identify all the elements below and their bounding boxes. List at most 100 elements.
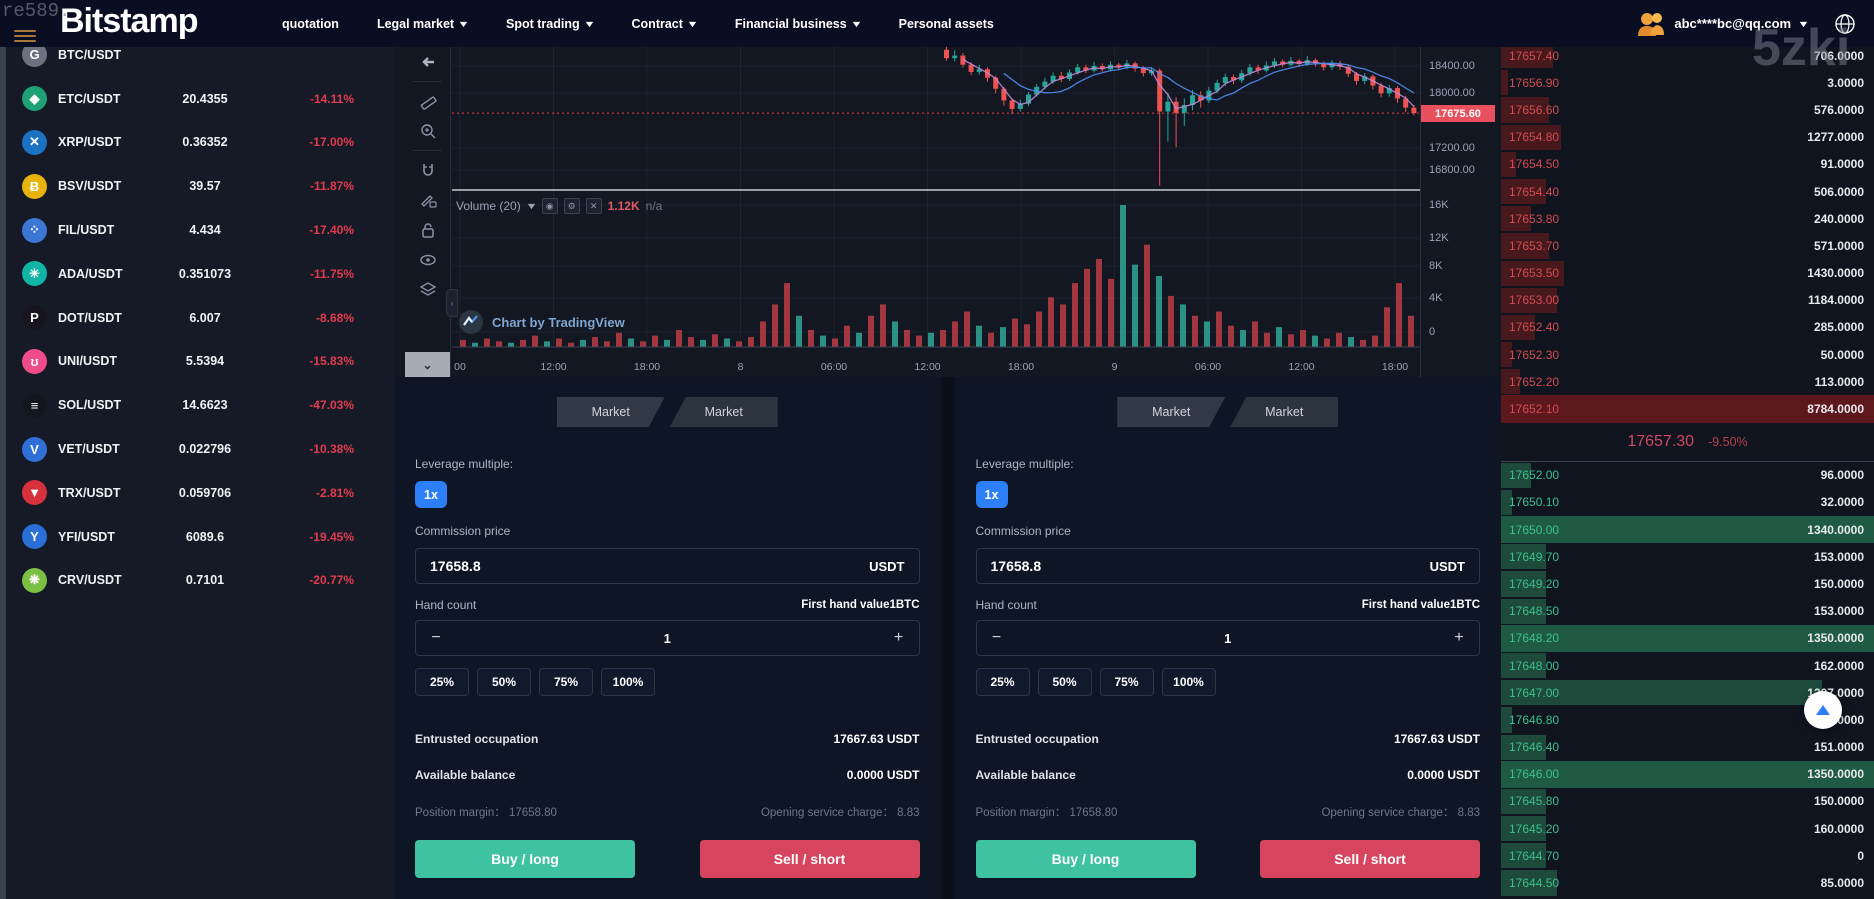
tab-market-1[interactable]: Market [1117, 397, 1225, 427]
orderbook-bid-row[interactable]: 17649.20 150.0000 [1501, 570, 1874, 597]
orderbook-bid-row[interactable]: 17645.80 150.0000 [1501, 788, 1874, 815]
scroll-to-top-button[interactable] [1804, 691, 1842, 729]
commission-price-input[interactable]: 17658.8 USDT [975, 548, 1480, 584]
orderbook-bid-row[interactable]: 17644.70 0 [1501, 842, 1874, 869]
orderbook-ask-row[interactable]: 17652.20 113.0000 [1501, 368, 1874, 395]
percent-button-100[interactable]: 100% [601, 668, 655, 696]
minus-button[interactable]: − [991, 629, 1002, 646]
orderbook-ask-row[interactable]: 17652.30 50.0000 [1501, 341, 1874, 368]
percent-button-50[interactable]: 50% [1037, 668, 1092, 696]
orderbook-bid-row[interactable]: 17646.40 151.0000 [1501, 734, 1874, 761]
percent-button-25[interactable]: 25% [975, 668, 1030, 696]
orderbook-bid-row[interactable]: 17648.00 162.0000 [1501, 652, 1874, 679]
chevron-down-icon[interactable]: ▼ [524, 201, 538, 211]
orderbook-ask-row[interactable]: 17654.40 506.0000 [1501, 178, 1874, 205]
unlock-icon[interactable] [405, 215, 450, 245]
tab-market-2[interactable]: Market [1230, 397, 1339, 427]
layers-icon[interactable] [405, 275, 450, 305]
draw-lock-icon[interactable] [405, 185, 450, 215]
time-axis[interactable]: 00 12:00 18:00 8 06:00 12:00 18:00 9 06:00 12:00 1… [452, 359, 1420, 377]
pair-row[interactable]: P DOT/USDT 6.007 -8.68% [0, 296, 394, 340]
brand-logo[interactable]: Bitstamp [60, 2, 198, 40]
buy-long-button[interactable]: Buy / long [415, 840, 635, 878]
eye-icon[interactable]: ◉ [541, 198, 558, 214]
nav-item-quotation[interactable]: quotation [282, 17, 339, 31]
chart-plot[interactable]: Volume (20) ▼ ◉ ⚙ ✕ 1.12K n/a Chart by T… [452, 47, 1420, 355]
pair-row[interactable]: ▼ TRX/USDT 0.059706 -2.81% [0, 471, 394, 515]
buy-long-button[interactable]: Buy / long [975, 840, 1196, 878]
pair-row[interactable]: ✕ XRP/USDT 0.36352 -17.00% [0, 121, 394, 165]
leverage-1x-button[interactable]: 1x [975, 481, 1008, 508]
percent-button-100[interactable]: 100% [1161, 668, 1216, 696]
pair-row[interactable]: ◆ ETC/USDT 20.4355 -14.11% [0, 77, 394, 121]
percent-button-50[interactable]: 50% [477, 668, 531, 696]
plus-button[interactable]: + [893, 629, 904, 646]
gear-icon[interactable]: ⚙ [563, 198, 580, 214]
back-arrow-icon[interactable] [405, 47, 450, 77]
orderbook-ask-row[interactable]: 17654.50 91.0000 [1501, 151, 1874, 178]
pair-row[interactable]: ✳ ADA/USDT 0.351073 -11.75% [0, 252, 394, 296]
tab-market-1[interactable]: Market [557, 397, 665, 427]
pair-row[interactable]: V VET/USDT 0.022796 -10.38% [0, 427, 394, 471]
pair-row[interactable]: Ƀ BSV/USDT 39.57 -11.87% [0, 164, 394, 208]
ask-price: 17654.80 [1509, 130, 1560, 145]
nav-item-spot-trading[interactable]: Spot trading ▼ [506, 17, 595, 31]
nav-item-legal-market[interactable]: Legal market ▼ [377, 17, 470, 31]
sell-short-button[interactable]: Sell / short [699, 840, 920, 878]
percent-button-75[interactable]: 75% [539, 668, 593, 696]
orderbook-ask-row[interactable]: 17653.80 240.0000 [1501, 205, 1874, 232]
pair-row[interactable]: ʊ UNI/USDT 5.5394 -15.83% [0, 340, 394, 384]
orderbook-bid-row[interactable]: 17650.10 32.0000 [1501, 489, 1874, 516]
tradingview-attribution[interactable]: Chart by TradingView [458, 309, 625, 335]
ruler-icon[interactable] [405, 86, 450, 116]
orderbook-bid-row[interactable]: 17645.20 160.0000 [1501, 815, 1874, 842]
user-account-menu[interactable]: abc****bc@qq.com ▼ [1636, 10, 1810, 38]
orderbook-bid-row[interactable]: 17649.70 153.0000 [1501, 543, 1874, 570]
chevron-down-button[interactable]: ⌄ [405, 352, 450, 377]
orderbook-ask-row[interactable]: 17653.00 1184.0000 [1501, 287, 1874, 314]
pair-row[interactable]: ⁘ FIL/USDT 4.434 -17.40% [0, 208, 394, 252]
orderbook-ask-row[interactable]: 17652.40 285.0000 [1501, 314, 1874, 341]
minus-button[interactable]: − [431, 629, 441, 646]
orderbook-bid-row[interactable]: 17644.50 85.0000 [1501, 869, 1874, 896]
leverage-1x-button[interactable]: 1x [415, 481, 447, 508]
orderbook-ask-row[interactable]: 17657.40 706.0000 [1501, 47, 1874, 69]
order-buttons: Buy / long Sell / short [975, 840, 1480, 878]
eye-icon[interactable] [405, 245, 450, 275]
nav-item-personal-assets[interactable]: Personal assets [899, 17, 994, 31]
zoom-in-icon[interactable] [405, 116, 450, 146]
orderbook-ask-row[interactable]: 17656.90 3.0000 [1501, 69, 1874, 96]
orderbook-bid-row[interactable]: 17648.20 1350.0000 [1501, 624, 1874, 652]
pair-row[interactable]: Y YFI/USDT 6089.6 -19.45% [0, 515, 394, 559]
tab-market-2[interactable]: Market [669, 397, 778, 427]
close-icon[interactable]: ✕ [585, 198, 602, 214]
orderbook-bid-row[interactable]: 17652.00 96.0000 [1501, 462, 1874, 489]
language-globe-icon[interactable] [1834, 13, 1856, 35]
nav-item-contract[interactable]: Contract ▼ [632, 17, 699, 31]
orderbook-bid-row[interactable]: 17648.50 153.0000 [1501, 598, 1874, 625]
orderbook-bid-row[interactable]: 17650.00 1340.0000 [1501, 516, 1874, 544]
commission-price-input[interactable]: 17658.8 USDT [415, 548, 920, 584]
pair-row[interactable]: ≡ SOL/USDT 14.6623 -47.03% [0, 383, 394, 427]
price-axis[interactable]: 18400.00 18000.00 17200.00 16800.00 16K 12K 8K… [1420, 47, 1502, 377]
percent-button-75[interactable]: 75% [1099, 668, 1154, 696]
orderbook-ask-row[interactable]: 17654.80 1277.0000 [1501, 124, 1874, 151]
menu-hamburger-icon[interactable] [14, 27, 36, 45]
bid-amount: 153.0000 [1813, 604, 1864, 619]
percent-button-25[interactable]: 25% [415, 668, 469, 696]
orderbook-bid-row[interactable]: 17646.00 1350.0000 [1501, 760, 1874, 788]
sidebar-scrollbar[interactable] [0, 47, 6, 899]
magnet-icon[interactable] [405, 155, 450, 185]
plus-button[interactable]: + [1454, 629, 1464, 646]
pair-row[interactable]: ❋ CRV/USDT 0.7101 -20.77% [0, 559, 394, 603]
orderbook-ask-row[interactable]: 17653.50 1430.0000 [1501, 260, 1874, 287]
orderbook-ask-row[interactable]: 17653.70 571.0000 [1501, 232, 1874, 259]
toolbar-collapse-handle[interactable]: ‹ [446, 289, 458, 317]
nav-item-financial-business[interactable]: Financial business ▼ [735, 17, 863, 31]
orderbook-ask-row[interactable]: 17656.60 576.0000 [1501, 96, 1874, 123]
orderbook-ask-row[interactable]: 17652.10 8784.0000 [1501, 395, 1874, 423]
pair-row-clipped[interactable]: G BTC/USDT [0, 47, 394, 77]
sell-short-button[interactable]: Sell / short [1260, 840, 1480, 878]
orderbook-bid-row[interactable]: 17647.00 1207.0000 [1501, 679, 1874, 706]
order-entry-panels: Market Market Leverage multiple: 1x Commissi… [394, 377, 1501, 899]
